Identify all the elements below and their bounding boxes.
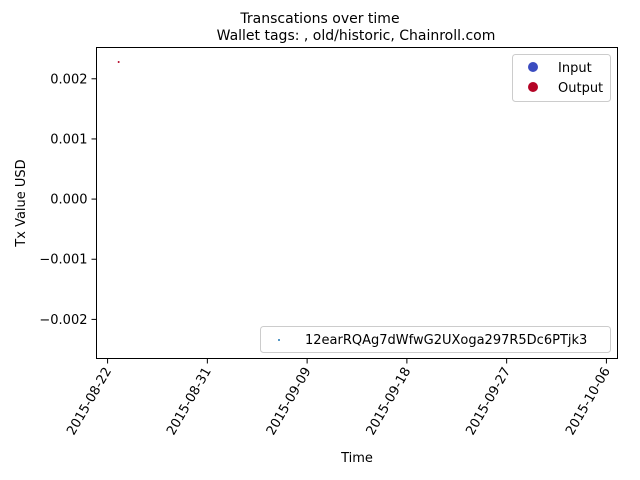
y-tick-label: 0.002 [50, 72, 87, 87]
y-tick-label: 0.000 [50, 193, 87, 208]
x-tick-label: 2015-08-31 [164, 365, 215, 438]
legend-series-frame [260, 326, 611, 353]
data-points [117, 60, 120, 63]
x-axis-ticks: 2015-08-22 2015-08-31 2015-09-09 2015-09-18… [64, 358, 614, 438]
y-axis-label: Tx Value USD [14, 159, 29, 247]
y-tick-label: −0.001 [39, 253, 87, 268]
data-point [117, 60, 120, 63]
legend-series-label: 12earRQAg7dWfwG2UXoga297R5Dc6PTjk3 [305, 333, 587, 348]
legend-type: Input Output [512, 54, 611, 102]
x-tick-label: 2015-09-09 [264, 365, 315, 438]
legend-input-marker [528, 62, 538, 72]
plot-area [96, 47, 618, 359]
x-tick-label: 2015-08-22 [64, 365, 115, 438]
chart-subtitle: Wallet tags: , old/historic, Chainroll.c… [217, 28, 496, 44]
y-tick-label: −0.002 [39, 313, 87, 328]
x-tick-label: 2015-10-06 [563, 365, 614, 438]
legend-series: 12earRQAg7dWfwG2UXoga297R5Dc6PTjk3 [260, 326, 611, 353]
x-tick-label: 2015-09-18 [364, 365, 415, 438]
x-tick-label: 2015-09-27 [463, 365, 514, 438]
y-axis-ticks: 0.002 0.001 0.000 −0.001 −0.002 [39, 72, 97, 328]
legend-output-label: Output [558, 81, 603, 96]
y-tick-label: 0.001 [50, 132, 87, 147]
x-axis-label: Time [340, 451, 373, 466]
legend-input-label: Input [558, 61, 592, 76]
chart-title: Transcations over time [239, 11, 399, 27]
legend-series-marker [278, 339, 280, 341]
legend-output-marker [528, 82, 538, 92]
